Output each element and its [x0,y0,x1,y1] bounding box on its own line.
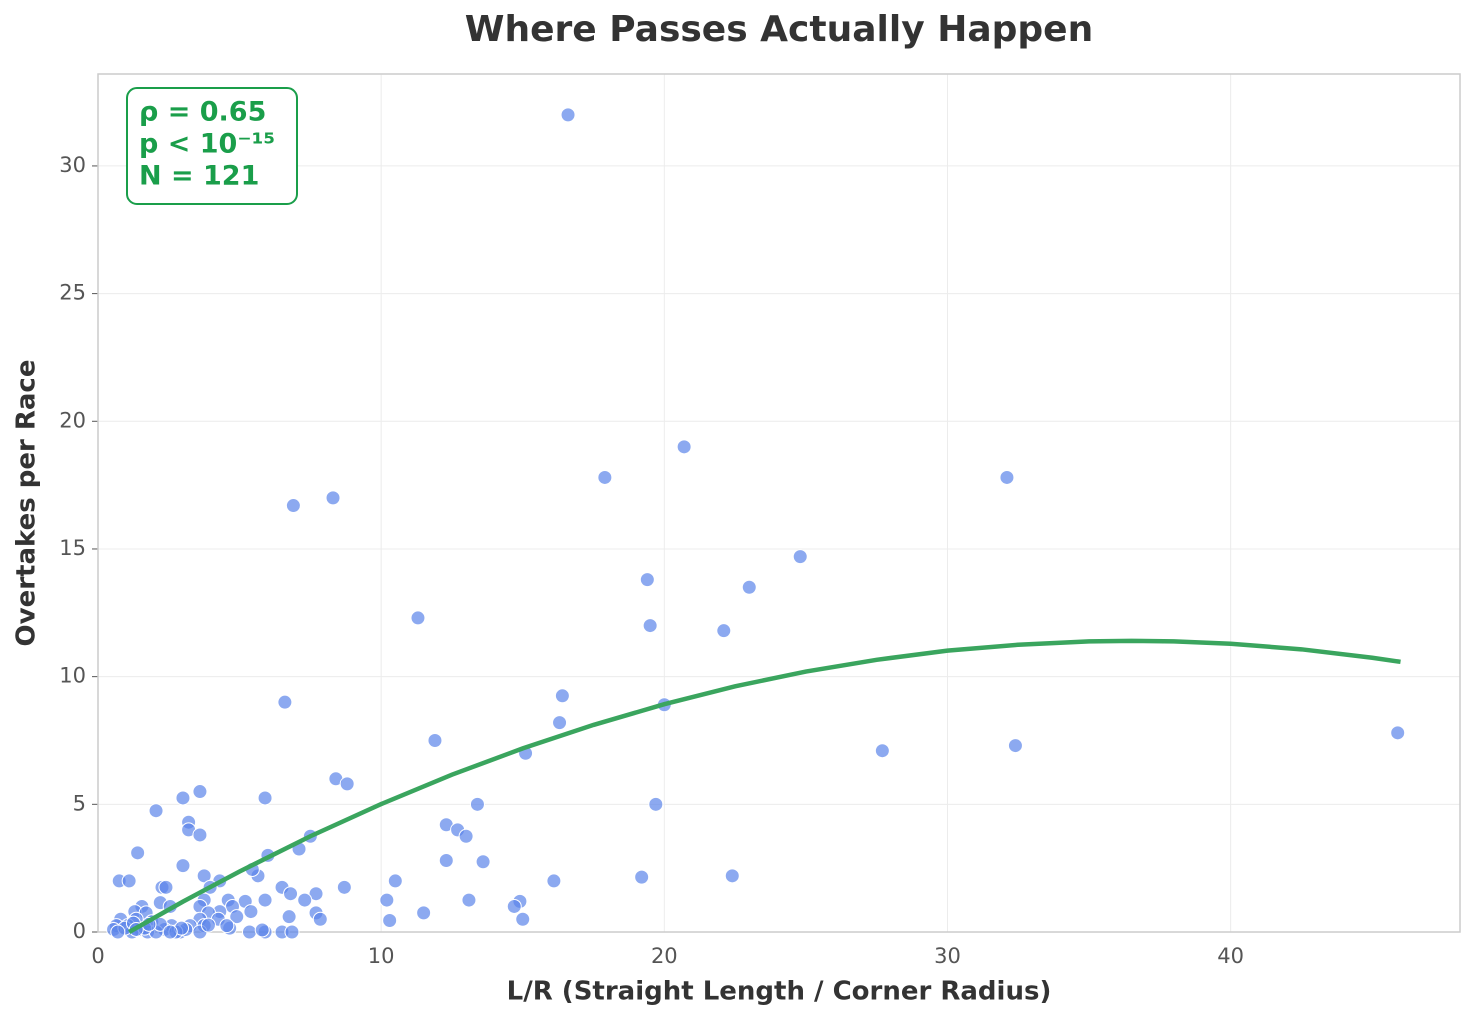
point [724,868,740,884]
point [461,892,477,908]
point [297,892,313,908]
point [597,469,613,485]
point [554,688,570,704]
y-tick-label: 15 [59,536,86,560]
point [254,922,270,938]
point [648,796,664,812]
point [241,924,257,940]
point [438,853,454,868]
point [382,913,398,929]
point [219,918,235,934]
point [243,904,259,920]
y-tick-label: 20 [59,408,86,432]
point [158,879,174,895]
point [229,909,245,925]
point [676,439,692,455]
annotation-text: ρ = 0.65 [139,97,266,128]
annotation-text: p < 10⁻¹⁵ [139,129,275,160]
point [200,917,216,933]
point [716,623,732,639]
point [379,892,395,908]
point [469,796,485,812]
point [175,790,191,806]
point [277,694,293,710]
point [458,828,474,844]
point [546,873,562,889]
y-tick-label: 5 [73,791,86,815]
annotation-box [126,87,298,205]
annotation-text: N = 121 [139,161,259,192]
point [387,873,403,889]
point [130,845,146,861]
point [283,886,299,902]
point [175,858,191,874]
point [312,911,328,927]
point [515,911,531,927]
point [285,498,301,514]
point [325,490,341,506]
x-tick-label: 0 [91,944,104,968]
x-tick-label: 10 [368,944,395,968]
plot-frame [97,73,1461,933]
point [874,743,890,759]
point [416,905,432,921]
point [148,803,164,819]
point [642,618,658,634]
point [792,549,808,565]
point [192,784,208,800]
x-axis-label: L/R (Straight Length / Corner Radius) [507,977,1052,1007]
point [427,732,443,748]
x-tick-label: 40 [1217,944,1244,968]
y-tick-label: 10 [59,664,86,688]
point [308,886,324,902]
point [162,924,178,940]
point [121,873,137,889]
chart-title: Where Passes Actually Happen [465,9,1093,50]
point [339,776,355,792]
point [506,898,522,914]
point [999,469,1015,485]
point [560,107,576,123]
point [639,572,655,588]
point [1007,738,1023,754]
point [741,579,757,595]
point [552,715,568,731]
y-tick-label: 25 [59,281,86,305]
y-axis-label: Overtakes per Race [12,360,42,647]
point [257,892,273,908]
x-tick-label: 20 [651,944,678,968]
point [110,924,126,940]
point [336,879,352,895]
point [284,924,300,940]
point [192,827,208,843]
y-tick-label: 30 [59,153,86,177]
fit-line [128,638,1401,934]
point [634,869,650,885]
point [1390,725,1406,741]
point [257,790,273,806]
point [281,909,297,925]
y-tick-label: 0 [73,919,86,943]
point [410,610,426,626]
point [475,854,491,870]
x-tick-label: 30 [934,944,961,968]
